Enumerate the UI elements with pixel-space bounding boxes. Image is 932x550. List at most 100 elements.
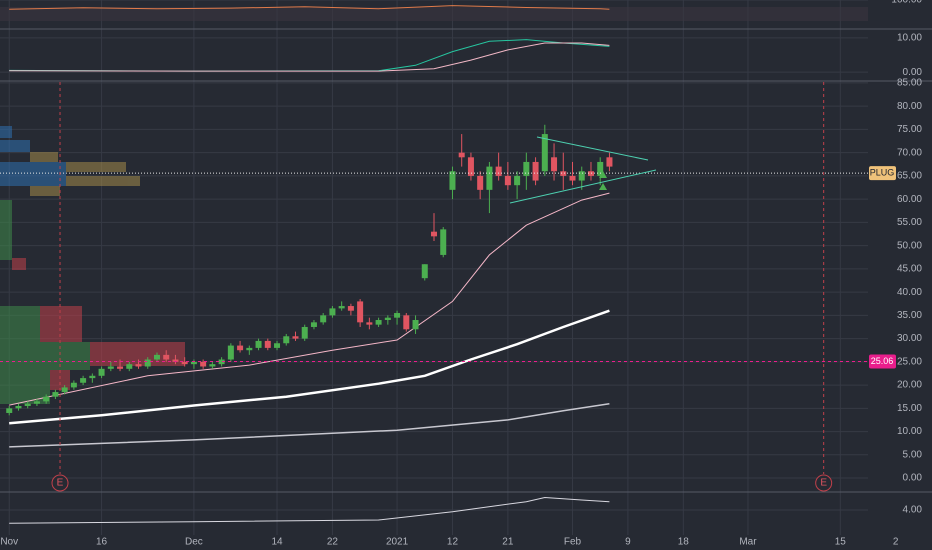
candle-body [283,336,290,344]
candle-body [209,364,216,367]
y-tick-label: 60.00 [897,194,922,205]
candle-body [347,306,354,311]
x-tick-label: 21 [502,537,514,548]
candle-body [578,171,585,181]
x-tick-label: 18 [678,537,690,548]
price-label-box [869,354,896,369]
candle-body [310,322,317,327]
candle-body [218,359,225,365]
volume-profile-bar [40,306,82,342]
candle-body [532,161,539,181]
x-tick-label: 2021 [386,537,409,548]
candle-body [504,175,511,186]
candle-body [541,134,548,172]
volume-profile-bar [0,200,12,260]
candle-body [403,315,410,330]
volume-profile-bar [0,126,12,138]
x-tick-label: Dec [185,537,203,548]
volume-profile [0,126,185,404]
candle-body [163,354,170,360]
candle-body [33,401,40,404]
indicator-line [9,5,610,10]
candle-body [495,166,502,176]
x-tick-label: Mar [739,537,757,548]
y-tick-label: 20.00 [897,380,922,391]
candle-body [117,366,124,369]
candle-body [24,403,31,407]
candle-body [329,308,336,316]
price-label-box [869,166,896,181]
event-label: E [820,478,827,489]
y-tick-label: 80.00 [897,101,922,112]
volume-profile-bar [0,140,30,152]
volume-profile-bar [66,162,126,172]
volume-profile-bar [0,370,50,404]
y-tick-label: 0.00 [903,473,923,484]
x-tick-label: 12 [447,537,459,548]
candle-body [70,382,77,388]
candle-body [449,171,456,190]
y-tick-label: 40.00 [897,287,922,298]
candle-body [384,317,391,321]
candle-body [421,264,428,279]
candle-body [43,396,50,402]
candle-body [467,157,474,176]
y-tick-label: 75.00 [897,124,922,135]
y-tick-label: 70.00 [897,147,922,158]
y-tick-label: 45.00 [897,264,922,275]
candle-body [237,345,244,351]
candle-body [292,336,299,339]
candle-body [255,340,262,348]
y-tick-label: 55.00 [897,217,922,228]
y-tick-label: 100.00 [891,0,922,6]
volume-profile-bar [90,342,185,366]
candle-body [200,361,207,367]
x-tick-label: 22 [327,537,339,548]
candle-body [338,306,345,309]
candle-body [301,326,308,339]
candle-body [126,364,133,369]
candle-body [597,161,604,176]
candle-body [375,320,382,325]
indicator-line [9,402,610,448]
volume-profile-bar [66,176,140,186]
candle-body [61,387,68,393]
volume-profile-bar [30,186,60,196]
x-tick-label: 14 [271,537,283,548]
x-tick-label: 15 [835,537,847,548]
volume-profile-bar [50,370,70,390]
y-tick-label: 10.00 [897,426,922,437]
y-tick-label: 50.00 [897,240,922,251]
candle-body [80,378,87,383]
candle-body [394,313,401,318]
candle-body [264,340,271,348]
candle-body [412,320,419,330]
x-tick-label: 16 [96,537,108,548]
candle-body [227,345,234,360]
candle-body [98,368,105,376]
event-marker [51,474,69,492]
candle-body [458,152,465,158]
candle-body [523,161,530,176]
x-tick-label: Nov [0,537,18,548]
x-tick-label: Feb [564,537,582,548]
candle-body [144,359,151,367]
candle-body [431,231,437,237]
indicator-line [9,496,610,524]
candle-body [587,171,594,176]
candle-body [135,364,142,367]
candle-body [52,392,59,397]
y-tick-label: 85.00 [897,78,922,89]
y-tick-label: 15.00 [897,403,922,414]
y-tick-label: 25.00 [897,356,922,367]
indicator-line [9,309,610,425]
candle-body [274,343,281,348]
signal-arrow [599,171,607,178]
candle-body [477,175,484,190]
candle-body [153,354,160,360]
price-label: PLUG [870,167,895,177]
trend-line [509,169,657,204]
volume-profile-bar [0,342,90,370]
